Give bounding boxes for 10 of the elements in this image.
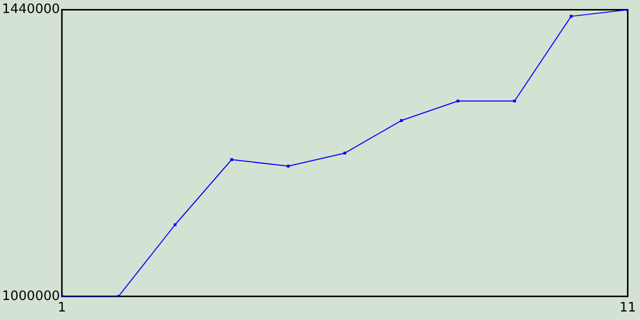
point: [230, 158, 234, 162]
y-tick-label: 1000000: [2, 288, 60, 304]
y-tick-label: 1440000: [2, 2, 60, 18]
x-tick-label: 1: [58, 300, 66, 316]
point: [400, 119, 403, 122]
point: [570, 14, 573, 18]
point: [174, 223, 176, 226]
x-tick-label: 11: [619, 300, 636, 316]
point: [286, 164, 290, 168]
point: [343, 152, 346, 155]
